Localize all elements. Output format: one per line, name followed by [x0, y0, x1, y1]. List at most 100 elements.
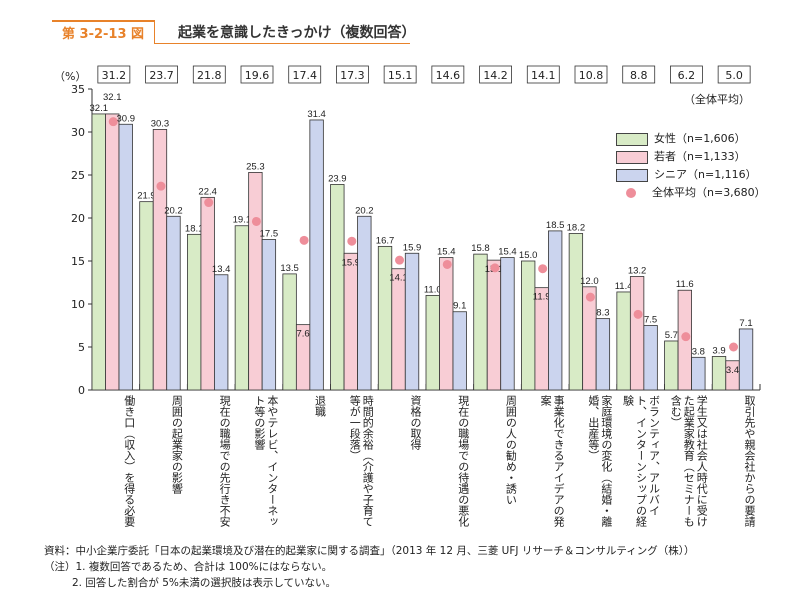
category-label: 資格の取得	[408, 395, 422, 450]
category-label: 家庭環境の変化（結婚・離婚、出産等）	[586, 395, 613, 527]
bar-value-label: 11.0	[424, 284, 442, 295]
average-value-label: 23.7	[149, 69, 174, 82]
y-tick-label: 20	[71, 212, 85, 225]
average-dot	[347, 236, 357, 246]
category-label: 周囲の人の勧め・誘い	[504, 395, 518, 505]
bar-young	[534, 287, 549, 391]
bar-young	[391, 268, 406, 391]
average-value-box	[383, 65, 417, 84]
bar-value-label: 21.9	[137, 191, 156, 202]
average-value-box	[622, 65, 656, 84]
legend-item-female: 女性（n=1,606）	[616, 130, 766, 148]
average-value-box	[192, 65, 226, 84]
bar-female	[568, 233, 584, 391]
category-label: 周囲の起業家の影響	[170, 395, 184, 494]
bar-value-label: 18.1	[185, 223, 204, 234]
average-value-label: 8.8	[630, 69, 648, 82]
y-tick-label: 25	[71, 169, 85, 182]
bar-senior	[309, 119, 324, 391]
note-1: （注）1. 複数回答であるため、合計は 100%にはならない。	[44, 561, 333, 573]
bar-value-label: 20.2	[355, 205, 374, 216]
category-label: ボランティア、アルバイト、インターンシップの経験	[621, 395, 661, 527]
bar-value-label: 3.9	[712, 345, 725, 356]
category-label: 事業化できるアイデアの発案	[539, 395, 566, 527]
average-value-label: 17.4	[292, 69, 317, 82]
average-dot	[156, 181, 166, 191]
average-value-box	[479, 65, 512, 84]
average-value-box	[97, 65, 131, 84]
y-tick-label: 0	[78, 384, 85, 397]
bar-value-label: 11.4	[615, 281, 633, 292]
source-note: 資料：中小企業庁委託「日本の起業環境及び潜在的起業家に関する調査」（2013 年…	[44, 545, 695, 557]
bar-young	[343, 252, 358, 391]
bar-female	[377, 245, 393, 391]
legend-swatch-senior	[616, 168, 648, 182]
average-dot	[442, 259, 452, 269]
legend-label: 若者（n=1,133）	[654, 150, 746, 163]
y-axis-unit: （%）	[54, 70, 87, 83]
average-value-label: 19.6	[245, 69, 270, 82]
bar-value-label: 18.5	[546, 220, 565, 231]
bar-value-label: 23.9	[328, 173, 347, 184]
bar-value-label: 3.4	[726, 365, 739, 376]
average-dot	[633, 309, 643, 319]
y-tick-label: 30	[71, 126, 85, 139]
y-tick-label: 35	[71, 83, 85, 96]
average-dot	[538, 264, 548, 274]
bar-young	[200, 196, 215, 391]
bar-young	[439, 257, 454, 391]
note-2: 2. 回答した割合が 5%未満の選択肢は表示していない。	[72, 577, 337, 589]
bar-value-label: 3.8	[692, 346, 705, 357]
bar-value-label: 14.1	[389, 273, 408, 284]
bar-senior	[738, 328, 754, 391]
bar-senior	[214, 274, 229, 391]
y-tick-label: 10	[71, 298, 85, 311]
bar-young	[152, 129, 168, 391]
y-tick-label: 15	[71, 255, 85, 268]
bar-value-label: 30.3	[151, 118, 170, 129]
average-dot	[395, 255, 405, 265]
bar-young	[248, 172, 263, 391]
bar-female	[664, 340, 679, 391]
bar-value-label: 20.2	[164, 205, 183, 216]
bar-senior	[357, 215, 372, 391]
category-label: 時間的余裕（介護や子育て等が一段落）	[348, 395, 375, 527]
category-label: 働き口（収入）を得る必要	[122, 395, 136, 527]
average-dot	[299, 235, 309, 245]
average-dot	[729, 342, 739, 352]
bar-female	[187, 233, 202, 391]
legend-swatch-young	[616, 150, 648, 164]
average-value-label: 17.3	[340, 69, 365, 82]
average-row-label: （全体平均）	[684, 93, 750, 106]
bar-value-label: 15.4	[498, 247, 517, 258]
bar-value-label: 17.5	[260, 229, 279, 240]
bar-value-label: 32.1	[103, 92, 122, 103]
bar-female	[330, 184, 345, 391]
bar-young	[582, 286, 597, 391]
bar-senior	[261, 239, 277, 391]
bar-value-label: 13.4	[212, 264, 231, 275]
bar-female	[234, 225, 250, 391]
average-value-box	[240, 65, 274, 84]
bar-female	[282, 273, 297, 391]
bar-value-label: 16.7	[376, 235, 395, 246]
bar-value-label: 18.2	[567, 222, 586, 233]
legend-item-average: 全体平均（n=3,680）	[616, 184, 766, 202]
legend-swatch-female	[616, 132, 648, 146]
bar-female	[521, 260, 536, 391]
average-value-label: 21.8	[197, 69, 222, 82]
bar-value-label: 15.4	[437, 247, 456, 258]
average-dot	[251, 216, 261, 226]
average-value-label: 14.1	[531, 69, 556, 82]
bar-senior	[548, 230, 563, 391]
legend-label: 全体平均（n=3,680）	[652, 186, 766, 199]
legend-dot-average	[626, 188, 636, 198]
average-value-box	[431, 65, 465, 84]
average-value-label: 14.6	[436, 69, 461, 82]
category-label: 現在の職場での先行き不安	[218, 395, 232, 527]
bar-senior	[643, 325, 658, 391]
bar-value-label: 9.1	[453, 301, 466, 312]
bar-value-label: 15.9	[403, 242, 422, 253]
category-label: 取引先や親会社からの要請	[742, 395, 756, 527]
